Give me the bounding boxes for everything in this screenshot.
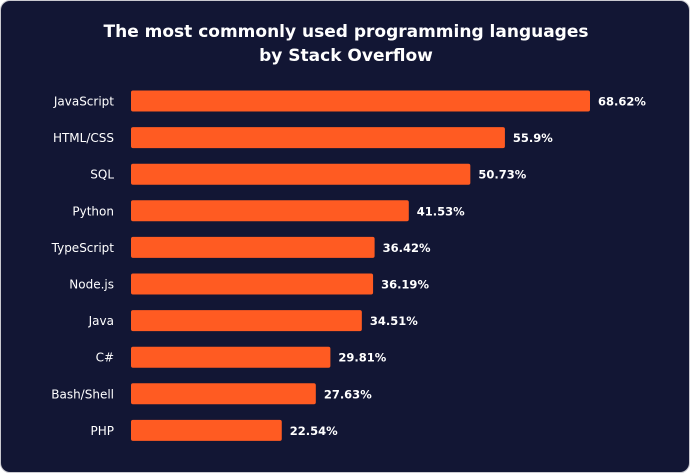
value-label: 27.63% bbox=[324, 387, 372, 401]
value-label: 41.53% bbox=[417, 204, 465, 218]
value-label: 36.42% bbox=[383, 241, 431, 255]
value-label: 29.81% bbox=[338, 351, 386, 365]
bar bbox=[131, 163, 471, 185]
category-label: Node.js bbox=[69, 278, 114, 292]
bar bbox=[131, 346, 331, 368]
bar bbox=[131, 127, 505, 149]
bar bbox=[131, 383, 316, 405]
value-label: 34.51% bbox=[370, 314, 418, 328]
bar bbox=[131, 273, 374, 295]
bar bbox=[131, 419, 282, 441]
category-label: TypeScript bbox=[51, 241, 115, 255]
category-label: JavaScript bbox=[53, 95, 114, 109]
value-label: 50.73% bbox=[478, 168, 526, 182]
category-label: SQL bbox=[90, 168, 114, 182]
category-label: C# bbox=[96, 351, 114, 365]
chart-title: The most commonly used programming langu… bbox=[103, 22, 589, 66]
bar bbox=[131, 90, 590, 112]
category-label: PHP bbox=[91, 424, 115, 438]
bar bbox=[131, 200, 409, 222]
category-label: Python bbox=[72, 204, 114, 218]
value-label: 55.9% bbox=[513, 131, 553, 145]
category-label: Java bbox=[88, 314, 114, 328]
bar bbox=[131, 310, 362, 332]
value-label: 36.19% bbox=[381, 278, 429, 292]
value-label: 68.62% bbox=[598, 95, 646, 109]
value-label: 22.54% bbox=[290, 424, 338, 438]
bar bbox=[131, 236, 375, 258]
category-label: Bash/Shell bbox=[51, 387, 114, 401]
category-label: HTML/CSS bbox=[53, 131, 114, 145]
